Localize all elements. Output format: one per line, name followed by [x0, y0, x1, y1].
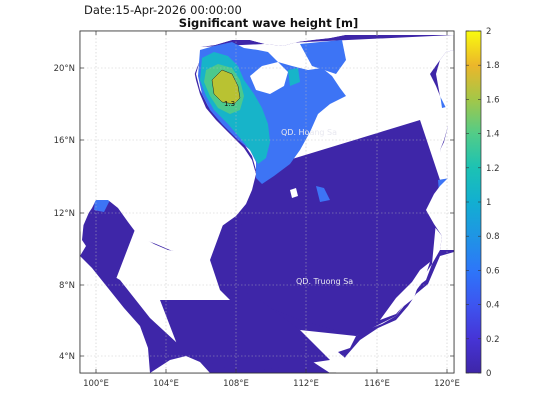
lon-tick-label: 116°E	[364, 379, 390, 389]
place-label-hoang-sa: QD. Hoang Sa	[281, 128, 337, 137]
colorbar-tick-label: 0.4	[486, 301, 500, 311]
lat-tick-label: 4°N	[59, 352, 75, 362]
land-china	[80, 31, 454, 70]
land-indochina	[80, 70, 256, 254]
map-ticks	[80, 31, 454, 373]
map-title: Significant wave height [m]	[178, 16, 359, 30]
land-borneo	[336, 252, 454, 373]
lon-tick-label: 100°E	[83, 379, 109, 389]
date-label: Date:15-Apr-2026 00:00:00	[84, 3, 242, 17]
lat-tick-label: 20°N	[54, 64, 75, 74]
lon-tick-label: 112°E	[293, 379, 319, 389]
colorbar-tick-label: 1.2	[486, 164, 500, 174]
lat-tick-label: 12°N	[54, 209, 75, 219]
colorbar-tick-labels: 2 1.8 1.6 1.4 1.2 1 0.8 0.6 0.4 0.2 0	[486, 27, 500, 379]
map-grid	[80, 31, 454, 373]
colorbar-tick-label: 0.2	[486, 335, 500, 345]
map-layers	[80, 31, 454, 373]
colorbar-tick-label: 0	[486, 369, 491, 379]
colorbar-tick-label: 0.6	[486, 266, 500, 276]
lon-tick-labels: 100°E 104°E 108°E 112°E 116°E 120°E	[83, 379, 460, 389]
colorbar-tick-label: 1.4	[486, 130, 500, 140]
colorbar-tick-label: 1.6	[486, 95, 500, 105]
colorbar-tick-label: 0.8	[486, 232, 500, 242]
land-sumatra	[150, 356, 210, 373]
colorbar-ticks	[466, 30, 481, 374]
place-label-truong-sa: QD. Truong Sa	[296, 277, 353, 286]
contour-label: 1.3	[224, 100, 235, 108]
lat-tick-label: 8°N	[59, 281, 75, 291]
colorbar-tick-label: 1	[486, 198, 491, 208]
lon-tick-label: 120°E	[434, 379, 460, 389]
land-hainan	[250, 62, 288, 94]
lon-tick-label: 104°E	[153, 379, 179, 389]
lat-tick-labels: 20°N 16°N 12°N 8°N 4°N	[54, 64, 75, 362]
lon-tick-label: 108°E	[223, 379, 249, 389]
land-palawan	[380, 262, 430, 320]
colorbar-tick-label: 2	[486, 27, 491, 37]
colorbar-tick-label: 1.8	[486, 61, 500, 71]
lat-tick-label: 16°N	[54, 136, 75, 146]
wave-zone-high	[211, 69, 241, 105]
